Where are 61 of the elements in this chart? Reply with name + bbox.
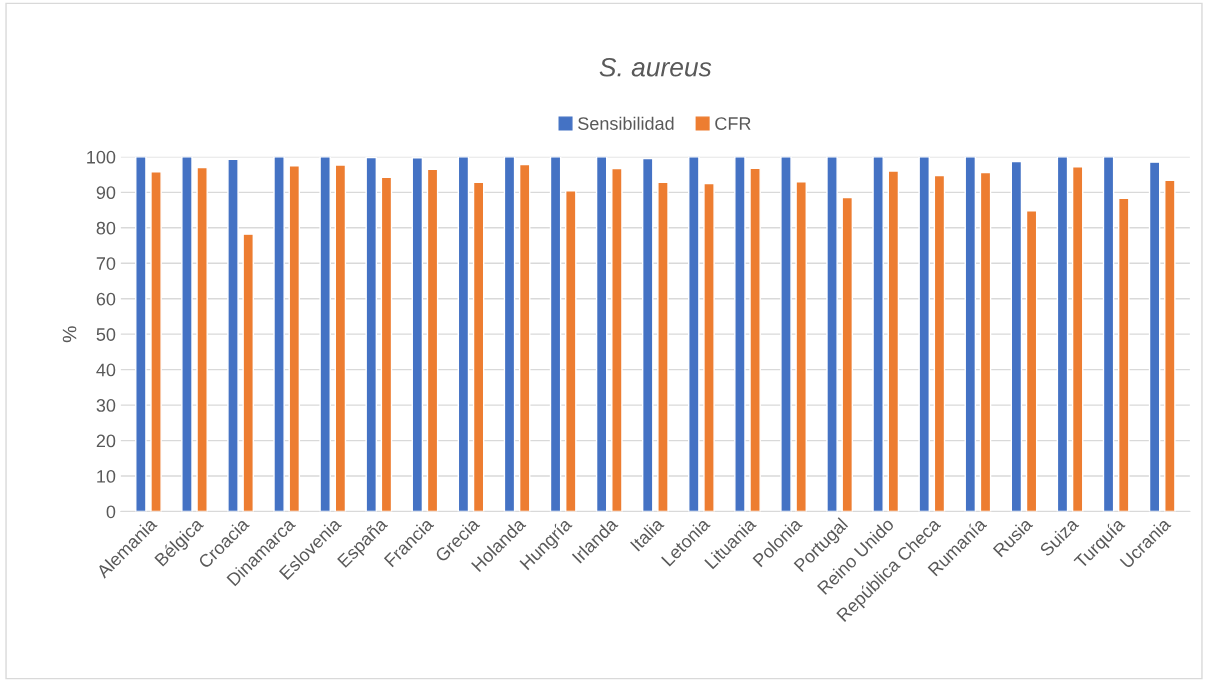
bar xyxy=(135,156,147,512)
bar xyxy=(933,174,946,512)
bar xyxy=(288,165,301,512)
bar xyxy=(657,181,669,512)
bar xyxy=(457,156,470,512)
bar xyxy=(826,156,838,512)
bar xyxy=(380,176,393,512)
bar xyxy=(641,157,654,512)
bar xyxy=(780,156,792,512)
bar xyxy=(841,196,854,512)
bar xyxy=(703,182,715,512)
bar xyxy=(964,156,977,512)
bar xyxy=(749,167,761,512)
bar xyxy=(334,164,347,512)
bar xyxy=(734,156,746,512)
y-tick-label: 40 xyxy=(96,363,116,377)
bar xyxy=(150,171,162,512)
bar xyxy=(595,156,608,512)
y-tick-label: 90 xyxy=(96,186,116,200)
y-axis-title: % xyxy=(62,326,77,343)
bar xyxy=(979,171,992,512)
bar xyxy=(611,167,623,512)
y-tick-label: 60 xyxy=(96,292,116,306)
bar xyxy=(1148,161,1161,512)
bar xyxy=(518,163,531,512)
bar xyxy=(688,156,700,512)
bar xyxy=(1164,179,1176,512)
y-tick-label: 50 xyxy=(96,328,116,341)
bar xyxy=(426,168,439,512)
bar xyxy=(319,156,331,512)
bar xyxy=(918,156,930,512)
bar xyxy=(872,156,884,512)
bar xyxy=(1071,166,1084,512)
y-tick-label: 70 xyxy=(96,257,116,270)
bar xyxy=(1102,156,1115,512)
bar xyxy=(181,156,193,512)
bar xyxy=(227,158,239,512)
bar xyxy=(565,190,577,512)
y-tick-label: 100 xyxy=(87,150,116,164)
bar xyxy=(795,180,807,512)
bar xyxy=(196,166,208,512)
bar xyxy=(1010,160,1023,512)
bar xyxy=(887,170,900,512)
y-tick-label: 20 xyxy=(96,434,116,448)
y-tick-label: 0 xyxy=(106,505,116,519)
bar xyxy=(411,157,424,512)
y-tick-label: 80 xyxy=(96,221,116,235)
y-tick-label: 10 xyxy=(97,469,116,483)
bar xyxy=(242,233,254,512)
bar xyxy=(549,156,562,512)
legend-label: Sensibilidad xyxy=(578,116,674,130)
chart-title: S. aureus xyxy=(599,57,712,77)
bar xyxy=(365,156,378,512)
bar xyxy=(1025,210,1038,512)
y-tick-label: 30 xyxy=(96,399,116,412)
bar xyxy=(472,181,485,512)
bar xyxy=(273,156,285,512)
bar xyxy=(503,156,516,512)
bar xyxy=(1117,197,1130,512)
bar xyxy=(1056,156,1069,512)
legend-label: CFR xyxy=(715,117,751,130)
